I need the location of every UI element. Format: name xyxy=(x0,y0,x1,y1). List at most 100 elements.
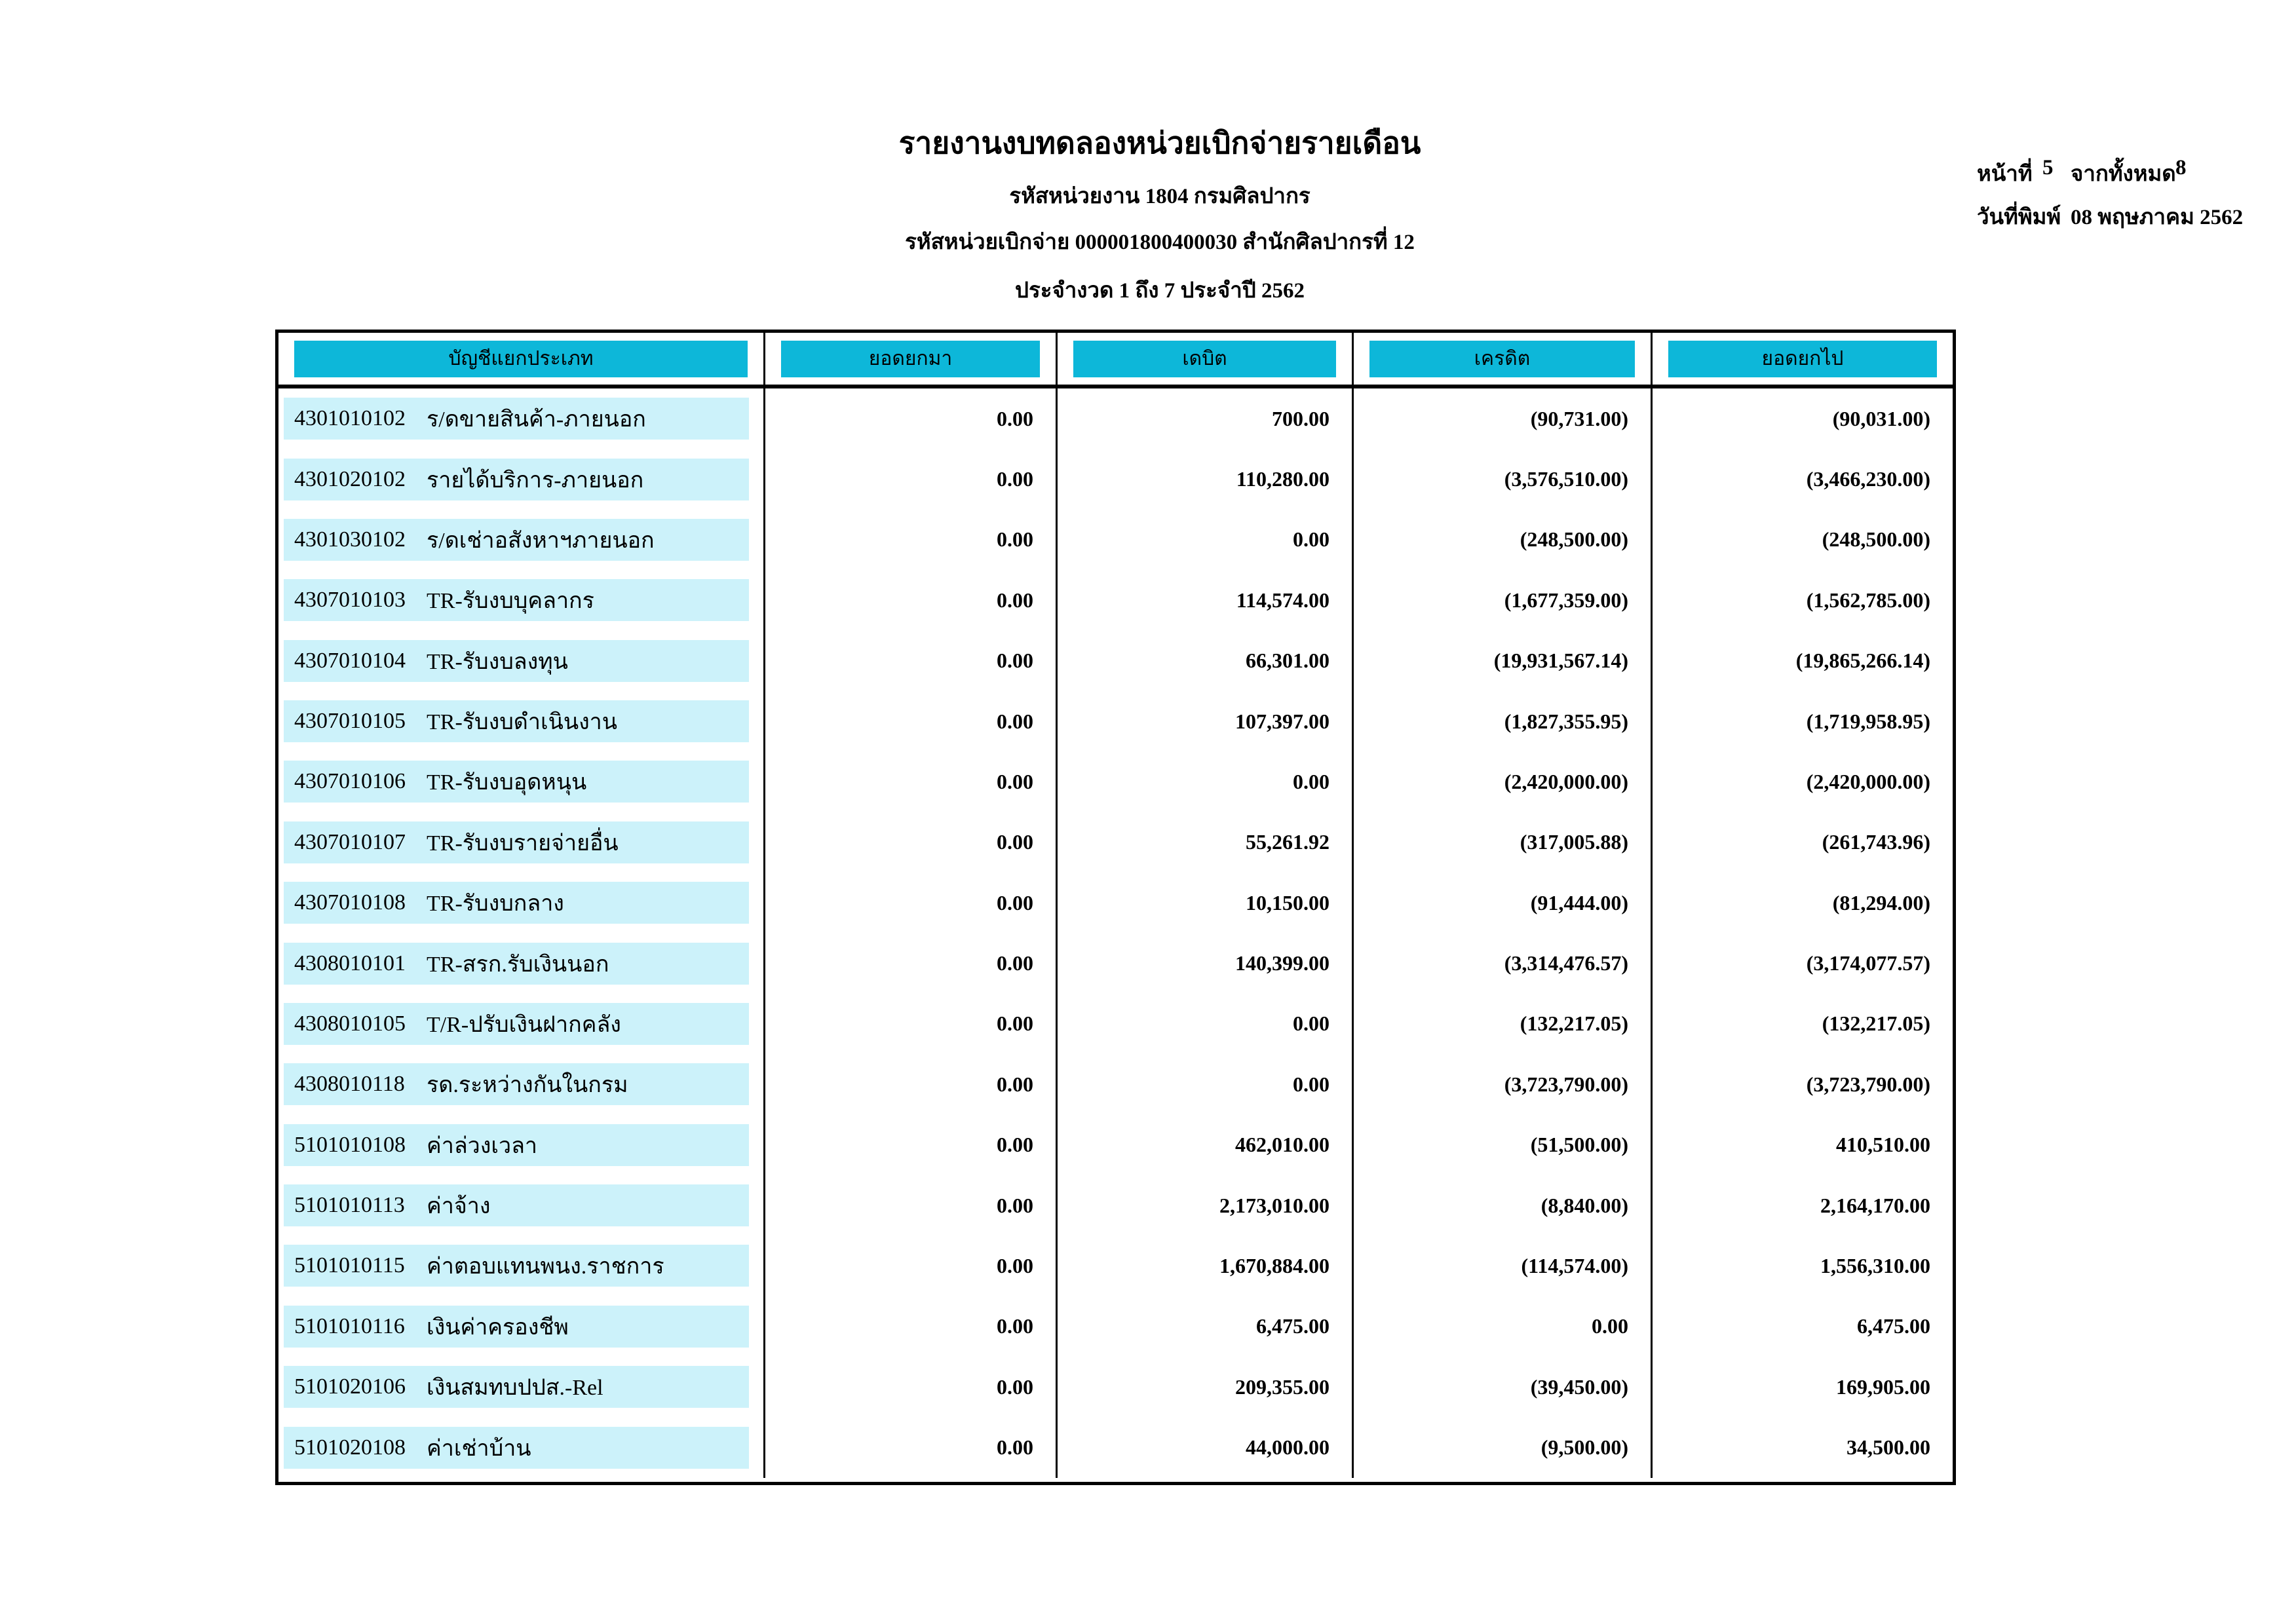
column-header-label: ยอดยกไป xyxy=(1761,348,1844,369)
amount-carried-forward: (3,723,790.00) xyxy=(1651,1054,1953,1115)
account-label-bar: 4301030102 ร/ดเช่าอสังหาฯภายนอก xyxy=(284,518,749,561)
amount-carried-forward: (19,865,266.14) xyxy=(1651,630,1953,691)
amount-debit: 114,574.00 xyxy=(1056,570,1352,631)
amount-debit: 209,355.00 xyxy=(1056,1357,1352,1418)
column-header-chip: เดบิต xyxy=(1073,340,1336,377)
amount-credit: (19,931,567.14) xyxy=(1352,630,1651,691)
account-code: 4307010105 xyxy=(294,709,406,734)
amount-debit: 700.00 xyxy=(1056,388,1352,449)
amount-debit: 0.00 xyxy=(1056,509,1352,571)
account-cell: 4301010102 ร/ดขายสินค้า-ภายนอก xyxy=(278,388,763,449)
amount-carried-forward: 6,475.00 xyxy=(1651,1296,1953,1357)
column-header-label: ยอดยกมา xyxy=(868,348,953,369)
account-name: ค่าจ้าง xyxy=(427,1194,491,1219)
account-row: 4308010101 TR-สรก.รับเงินนอก 0.00 140,39… xyxy=(278,933,1953,994)
account-code: 4308010101 xyxy=(294,951,406,975)
account-cell: 4307010108 TR-รับงบกลาง xyxy=(278,873,763,933)
amount-carried-forward: 1,556,310.00 xyxy=(1651,1236,1953,1296)
amount-credit: (51,500.00) xyxy=(1352,1114,1651,1175)
account-code: 4308010118 xyxy=(294,1072,405,1097)
amount-debit: 0.00 xyxy=(1056,751,1352,812)
amount-debit: 10,150.00 xyxy=(1056,873,1352,934)
amount-carried-forward: (90,031.00) xyxy=(1651,388,1953,449)
account-code: 5101010116 xyxy=(294,1313,405,1338)
account-cell: 4301030102 ร/ดเช่าอสังหาฯภายนอก xyxy=(278,510,763,570)
account-row: 4301020102 รายได้บริการ-ภายนอก 0.00 110,… xyxy=(278,449,1953,510)
amount-credit: 0.00 xyxy=(1352,1296,1651,1357)
table-header-row: บัญชีแยกประเภท ยอดยกมา เดบิต เครดิต ยอดย… xyxy=(278,333,1953,388)
account-cell: 5101010115 ค่าตอบแทนพนง.ราชการ xyxy=(278,1236,763,1296)
amount-debit: 107,397.00 xyxy=(1056,690,1352,752)
agency-line: รหัสหน่วยงาน 1804 กรมศิลปากร xyxy=(1009,185,1311,208)
total-pages-label: จากทั้งหมด xyxy=(2071,162,2176,186)
unit-code-line: รหัสหน่วยเบิกจ่าย 000001800400030 สำนักศ… xyxy=(905,231,1415,254)
column-header-cell: ยอดยกมา xyxy=(763,333,1056,385)
account-row: 5101010116 เงินค่าครองชีพ 0.00 6,475.00 … xyxy=(278,1296,1953,1357)
account-label-bar: 4307010105 TR-รับงบดำเนินงาน xyxy=(284,700,749,743)
account-name: T/R-ปรับเงินฝากคลัง xyxy=(427,1012,621,1037)
account-code: 4308010105 xyxy=(294,1011,406,1036)
amount-debit: 1,670,884.00 xyxy=(1056,1236,1352,1296)
account-name: TR-รับงบรายจ่ายอื่น xyxy=(427,831,619,856)
amount-debit: 55,261.92 xyxy=(1056,812,1352,873)
table-body: 4301010102 ร/ดขายสินค้า-ภายนอก 0.00 700.… xyxy=(278,388,1953,1478)
amount-debit: 6,475.00 xyxy=(1056,1296,1352,1357)
amount-debit: 110,280.00 xyxy=(1056,449,1352,510)
account-cell: 4307010104 TR-รับงบลงทุน xyxy=(278,631,763,691)
account-name: TR-รับงบอุดหนุน xyxy=(427,770,587,795)
page-number-line: หน้าที่ 5 จากทั้งหมด 8 xyxy=(1972,156,2287,199)
amount-carried-forward: (81,294.00) xyxy=(1651,873,1953,934)
amount-carried-forward: (3,174,077.57) xyxy=(1651,933,1953,994)
amount-brought-forward: 0.00 xyxy=(763,812,1056,873)
amount-carried-forward: (261,743.96) xyxy=(1651,812,1953,873)
account-name: รายได้บริการ-ภายนอก xyxy=(427,468,644,493)
print-date: 08 พฤษภาคม 2562 xyxy=(2071,206,2244,229)
account-code: 4307010103 xyxy=(294,588,406,613)
account-cell: 4308010101 TR-สรก.รับเงินนอก xyxy=(278,933,763,993)
account-label-bar: 4301010102 ร/ดขายสินค้า-ภายนอก xyxy=(284,398,749,440)
account-row: 4308010105 T/R-ปรับเงินฝากคลัง 0.00 0.00… xyxy=(278,993,1953,1055)
account-row: 4307010105 TR-รับงบดำเนินงาน 0.00 107,39… xyxy=(278,690,1953,752)
account-cell: 4301020102 รายได้บริการ-ภายนอก xyxy=(278,449,763,509)
amount-credit: (2,420,000.00) xyxy=(1352,751,1651,812)
account-code: 5101010113 xyxy=(294,1193,405,1218)
amount-debit: 2,173,010.00 xyxy=(1056,1175,1352,1236)
account-name: ร/ดเช่าอสังหาฯภายนอก xyxy=(427,528,655,553)
amount-brought-forward: 0.00 xyxy=(763,388,1056,449)
amount-credit: (132,217.05) xyxy=(1352,993,1651,1055)
amount-brought-forward: 0.00 xyxy=(763,570,1056,631)
account-code: 4301030102 xyxy=(294,527,406,552)
account-code: 4301020102 xyxy=(294,466,406,491)
account-cell: 4307010107 TR-รับงบรายจ่ายอื่น xyxy=(278,812,763,873)
account-name: TR-รับงบกลาง xyxy=(427,892,564,916)
account-name: ค่าล่วงเวลา xyxy=(427,1133,538,1158)
account-row: 5101020106 เงินสมทบปปส.-Rel 0.00 209,355… xyxy=(278,1357,1953,1418)
column-header-cell: ยอดยกไป xyxy=(1651,333,1953,385)
amount-brought-forward: 0.00 xyxy=(763,1417,1056,1478)
column-header-cell: บัญชีแยกประเภท xyxy=(278,333,763,385)
page-number: 5 xyxy=(2042,156,2054,179)
amount-brought-forward: 0.00 xyxy=(763,1114,1056,1175)
amount-carried-forward: (1,562,785.00) xyxy=(1651,570,1953,631)
amount-credit: (39,450.00) xyxy=(1352,1357,1651,1418)
account-name: TR-รับงบลงทุน xyxy=(427,649,568,674)
account-cell: 4308010118 รด.ระหว่างกันในกรม xyxy=(278,1054,763,1114)
account-label-bar: 5101010115 ค่าตอบแทนพนง.ราชการ xyxy=(284,1245,749,1287)
account-row: 4308010118 รด.ระหว่างกันในกรม 0.00 0.00 … xyxy=(278,1054,1953,1115)
account-row: 5101020108 ค่าเช่าบ้าน 0.00 44,000.00 (9… xyxy=(278,1417,1953,1478)
account-name: ร/ดขายสินค้า-ภายนอก xyxy=(427,407,646,432)
amount-brought-forward: 0.00 xyxy=(763,751,1056,812)
account-row: 4307010106 TR-รับงบอุดหนุน 0.00 0.00 (2,… xyxy=(278,751,1953,812)
account-label-bar: 4307010107 TR-รับงบรายจ่ายอื่น xyxy=(284,821,749,863)
amount-carried-forward: 34,500.00 xyxy=(1651,1417,1953,1478)
account-code: 4307010104 xyxy=(294,648,406,673)
amount-credit: (90,731.00) xyxy=(1352,388,1651,449)
amount-brought-forward: 0.00 xyxy=(763,1357,1056,1418)
amount-credit: (248,500.00) xyxy=(1352,509,1651,571)
amount-credit: (3,314,476.57) xyxy=(1352,933,1651,994)
amount-brought-forward: 0.00 xyxy=(763,1175,1056,1236)
total-pages: 8 xyxy=(2175,156,2187,179)
account-label-bar: 4307010103 TR-รับงบบุคลากร xyxy=(284,579,749,622)
account-row: 5101010113 ค่าจ้าง 0.00 2,173,010.00 (8,… xyxy=(278,1175,1953,1236)
account-label-bar: 4308010101 TR-สรก.รับเงินนอก xyxy=(284,942,749,985)
